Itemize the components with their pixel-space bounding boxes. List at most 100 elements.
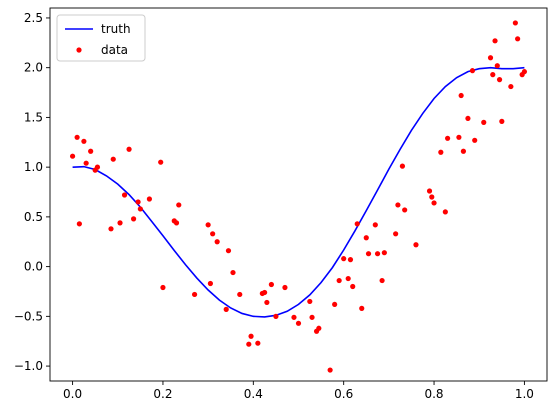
data-point [268,281,274,288]
data-point [262,289,268,296]
data-point [374,251,381,257]
x-tick-label: 0.8 [424,387,443,401]
plot-layer [69,20,528,373]
data-point [490,72,496,78]
data-point [117,220,123,226]
data-point [431,200,437,206]
data-point [110,156,116,162]
data-point [273,313,279,319]
data-point [176,202,182,208]
data-point [295,320,302,326]
data-point [74,134,80,140]
data-point [465,115,471,122]
data-point [121,192,128,198]
data-point [332,301,338,308]
data-point [309,314,315,320]
truth-line [72,66,525,318]
data-point [307,298,313,305]
x-tick-label: 1.0 [515,387,534,401]
data-point [521,69,528,75]
y-tick-label: −0.5 [14,309,43,323]
data-point [481,119,487,125]
data-point [429,194,435,200]
data-point [76,221,82,227]
data-point [395,202,401,208]
data-point [512,20,518,26]
data-point [445,135,451,141]
x-tick-label: 0.0 [63,387,82,401]
data-point [282,284,288,291]
data-point [399,163,406,169]
data-point [246,341,252,347]
data-point [81,138,87,144]
x-tick-label: 0.6 [334,387,353,401]
data-point [494,63,500,69]
data-point [291,314,297,320]
data-point [469,68,476,74]
data-point [492,38,498,44]
data-point [499,118,505,124]
data-point [137,206,143,212]
data-point [191,291,198,298]
data-point [108,226,114,232]
data-point [413,242,419,248]
data-point [354,221,360,227]
y-tick-label: 0.0 [24,260,43,274]
x-tick-label: 0.4 [244,387,263,401]
data-point [372,222,378,228]
data-point [248,333,254,339]
data-point [173,220,180,226]
data-point [94,164,101,170]
x-tick-label: 0.2 [153,387,172,401]
data-point [83,160,89,166]
data-point [363,235,369,241]
data-point [393,231,399,237]
data-point [379,277,385,284]
y-tick-label: −1.0 [14,359,43,373]
data-point [336,277,342,284]
data-point [135,199,141,205]
y-tick-label: 2.5 [24,11,43,25]
data-point [237,291,243,298]
data-point [402,207,408,213]
data-point [456,134,462,140]
legend-label: truth [101,22,131,36]
data-point [365,251,372,257]
data-point [264,299,270,306]
data-point [438,149,444,155]
y-tick-label: 1.0 [24,160,43,174]
y-tick-label: 1.5 [24,110,43,124]
data-point [88,148,94,154]
data-point [223,306,229,312]
data-point [345,275,351,282]
data-point [327,367,333,373]
y-tick-label: 2.0 [24,61,43,75]
data-point [146,196,152,202]
data-point [472,137,478,143]
plot-frame [49,7,548,382]
data-point [350,283,356,290]
data-point [126,146,132,152]
data-point [487,55,494,61]
data-point [230,269,236,276]
data-point [347,257,354,263]
data-point [515,36,521,42]
data-point [130,216,137,222]
legend: truth data [56,14,146,62]
axes-layer: 0.0 0.2 0.4 0.6 0.8 1.0 −1.0 −0.5 0.0 0.5 1.0 1.5 2.… [14,7,548,401]
data-point [207,280,213,287]
data-point [210,231,216,237]
data-point [214,239,220,245]
legend-label: data [101,43,128,57]
data-point [69,153,76,159]
data-point [316,325,322,331]
data-point [359,305,365,311]
data-point [225,248,232,254]
y-tick-label: 0.5 [24,210,43,224]
data-point [442,209,448,215]
data-point [508,83,514,90]
data-point [160,284,166,291]
data-point [381,250,387,256]
data-point [496,77,503,83]
